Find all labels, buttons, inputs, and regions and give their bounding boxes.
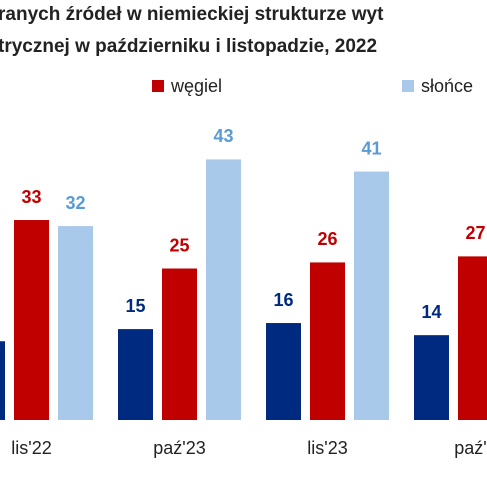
value-label: 16 bbox=[273, 290, 293, 310]
value-label: 41 bbox=[361, 138, 381, 158]
bar bbox=[118, 329, 153, 420]
bar bbox=[14, 220, 49, 420]
bar bbox=[0, 341, 5, 420]
value-label: 15 bbox=[125, 296, 145, 316]
value-label: 43 bbox=[213, 126, 233, 146]
value-label: 32 bbox=[65, 193, 85, 213]
value-label: 14 bbox=[421, 302, 441, 322]
bar bbox=[266, 323, 301, 420]
legend-label: słońce bbox=[421, 76, 473, 96]
value-label: 33 bbox=[21, 187, 41, 207]
x-tick-label: lis'22 bbox=[11, 438, 51, 458]
bar bbox=[206, 159, 241, 421]
bar bbox=[162, 268, 197, 420]
value-label: 26 bbox=[317, 229, 337, 249]
legend-swatch bbox=[152, 80, 164, 92]
x-tick-label: paź'23 bbox=[153, 438, 205, 458]
bar bbox=[354, 171, 389, 420]
bar bbox=[414, 335, 449, 420]
chart-title: trycznej w październiku i listopadzie, 2… bbox=[0, 36, 377, 57]
x-tick-label: lis'23 bbox=[307, 438, 347, 458]
value-label: 25 bbox=[169, 235, 189, 255]
bar bbox=[310, 262, 345, 420]
bar bbox=[58, 226, 93, 420]
x-tick-label: paź'2 bbox=[454, 438, 487, 458]
bar bbox=[458, 256, 487, 420]
value-label: 27 bbox=[465, 223, 485, 243]
legend-swatch bbox=[402, 80, 414, 92]
chart-title: ranych źródeł w niemieckiej strukturze w… bbox=[0, 4, 384, 25]
legend-label: węgiel bbox=[170, 76, 222, 96]
